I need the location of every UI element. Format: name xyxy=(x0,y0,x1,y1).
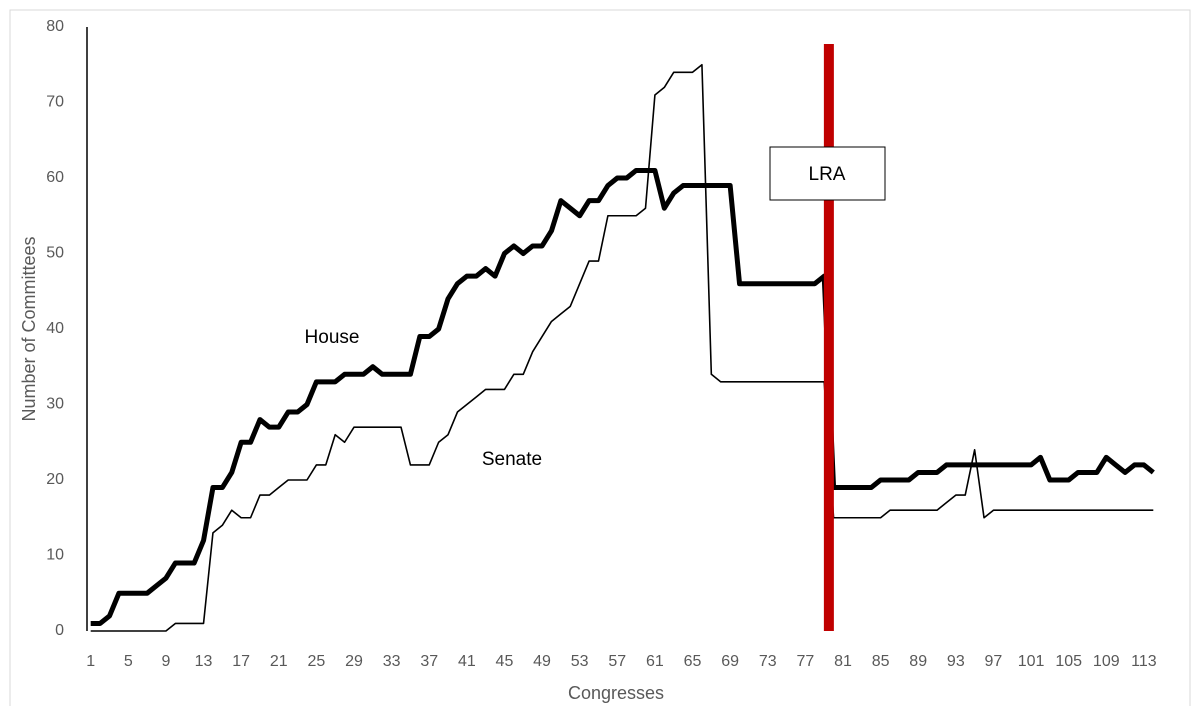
x-tick-label: 53 xyxy=(571,653,589,670)
x-tick-label: 89 xyxy=(909,653,927,670)
x-tick-label: 41 xyxy=(458,653,476,670)
y-axis-label: Number of Committees xyxy=(19,236,39,421)
series-line xyxy=(90,63,1154,632)
y-tick-label: 10 xyxy=(46,547,64,564)
x-tick-label: 9 xyxy=(161,653,170,670)
x-tick-label: 97 xyxy=(985,653,1003,670)
lra-box xyxy=(769,146,886,201)
y-tick-label: 80 xyxy=(46,18,64,35)
x-tick-label: 37 xyxy=(420,653,438,670)
x-tick-label: 101 xyxy=(1018,653,1045,670)
x-tick-label: 105 xyxy=(1055,653,1082,670)
x-tick-label: 45 xyxy=(496,653,514,670)
chart-border xyxy=(9,9,1191,706)
x-tick-label: 29 xyxy=(345,653,363,670)
y-tick-label: 30 xyxy=(46,396,64,413)
x-tick-label: 93 xyxy=(947,653,965,670)
x-tick-label: 49 xyxy=(533,653,551,670)
series-label: House xyxy=(305,327,360,348)
y-tick-label: 70 xyxy=(46,94,64,111)
x-tick-label: 13 xyxy=(195,653,213,670)
x-tick-label: 1 xyxy=(86,653,95,670)
y-tick-label: 20 xyxy=(46,471,64,488)
x-tick-label: 61 xyxy=(646,653,664,670)
x-tick-label: 69 xyxy=(721,653,739,670)
x-tick-label: 77 xyxy=(796,653,814,670)
lra-bar xyxy=(823,44,834,631)
series-line xyxy=(90,167,1155,626)
x-tick-label: 25 xyxy=(307,653,325,670)
x-tick-label: 33 xyxy=(383,653,401,670)
y-tick-label: 50 xyxy=(46,245,64,262)
y-tick-label: 60 xyxy=(46,169,64,186)
x-tick-label: 81 xyxy=(834,653,852,670)
series-label: Senate xyxy=(482,449,542,470)
lra-label: LRA xyxy=(809,164,846,185)
x-tick-label: 85 xyxy=(872,653,890,670)
x-tick-label: 5 xyxy=(124,653,133,670)
x-tick-label: 109 xyxy=(1093,653,1120,670)
x-tick-label: 21 xyxy=(270,653,288,670)
y-tick-label: 0 xyxy=(55,622,64,639)
x-tick-label: 57 xyxy=(608,653,626,670)
y-tick-label: 40 xyxy=(46,320,64,337)
x-axis-label: Congresses xyxy=(568,683,664,703)
x-tick-label: 73 xyxy=(759,653,777,670)
x-tick-label: 17 xyxy=(232,653,250,670)
x-tick-label: 65 xyxy=(684,653,702,670)
x-tick-label: 113 xyxy=(1131,653,1157,670)
